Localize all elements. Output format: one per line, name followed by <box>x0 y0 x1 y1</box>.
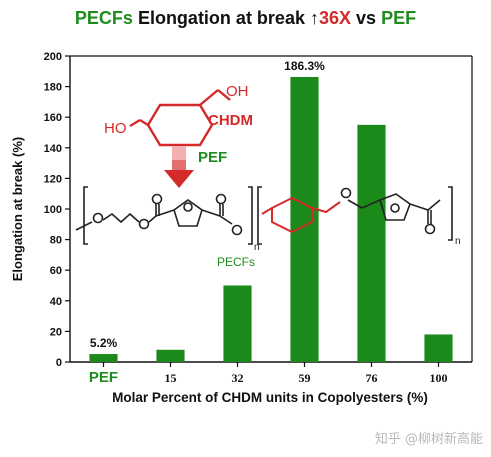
bar <box>223 285 252 362</box>
data-labels: 5.2% 186.3% <box>90 59 325 350</box>
ho-label: HO <box>104 120 127 137</box>
y-axis-label: Elongation at break (%) <box>10 137 25 281</box>
y-tick-label: 20 <box>50 326 62 338</box>
x-tick-label: 32 <box>232 371 244 385</box>
pecfs-label: PECFs <box>217 255 255 269</box>
chdm-label: CHDM <box>208 112 253 129</box>
y-tick-label: 160 <box>44 112 62 124</box>
data-label: 5.2% <box>90 336 118 350</box>
watermark: 知乎 @柳树新高能 <box>374 432 483 447</box>
bar <box>424 334 453 362</box>
title-elongation: Elongation at break <box>137 8 305 28</box>
y-tick-label: 0 <box>56 357 62 369</box>
x-tick-label: 76 <box>366 371 378 385</box>
x-ticks: PEF 15 32 59 76 100 <box>89 362 448 386</box>
y-tick-label: 80 <box>50 235 62 247</box>
y-tick-label: 100 <box>44 204 62 216</box>
x-axis-label: Molar Percent of CHDM units in Copolyest… <box>112 390 428 405</box>
bar <box>290 76 319 362</box>
chdm-molecule <box>129 89 231 147</box>
y-tick-label: 60 <box>50 265 62 277</box>
chdm-repeat-unit <box>261 196 341 234</box>
oh-label: OH <box>226 83 249 100</box>
copolymer-structure <box>75 186 453 245</box>
subscript-n-right: n <box>455 236 461 247</box>
x-tick-label: PEF <box>89 369 118 386</box>
pef-reactant-label: PEF <box>198 149 227 166</box>
y-ticks: 0 20 40 60 80 100 120 140 160 180 200 <box>44 51 70 369</box>
y-tick-label: 120 <box>44 173 62 185</box>
x-tick-label: 15 <box>165 371 177 385</box>
x-tick-label: 100 <box>430 371 448 385</box>
bar <box>156 349 185 362</box>
y-tick-label: 200 <box>44 51 62 63</box>
bar <box>89 354 118 362</box>
title-vs: vs <box>356 8 377 28</box>
up-arrow-icon: ↑ <box>309 8 319 28</box>
y-tick-label: 140 <box>44 143 62 155</box>
reaction-arrow-icon <box>164 146 194 188</box>
subscript-n-left: n <box>254 242 260 253</box>
title-pef: PEF <box>381 8 417 28</box>
y-tick-label: 180 <box>44 82 62 94</box>
data-label: 186.3% <box>284 59 325 73</box>
title-36x: 36X <box>318 8 352 28</box>
title-pecfs: PECFs <box>74 8 133 28</box>
y-tick-label: 40 <box>50 296 62 308</box>
bars <box>89 76 453 362</box>
chart-title: PECFs Elongation at break ↑36X vs PEF <box>0 8 491 29</box>
x-tick-label: 59 <box>299 371 311 385</box>
bar <box>357 124 386 362</box>
